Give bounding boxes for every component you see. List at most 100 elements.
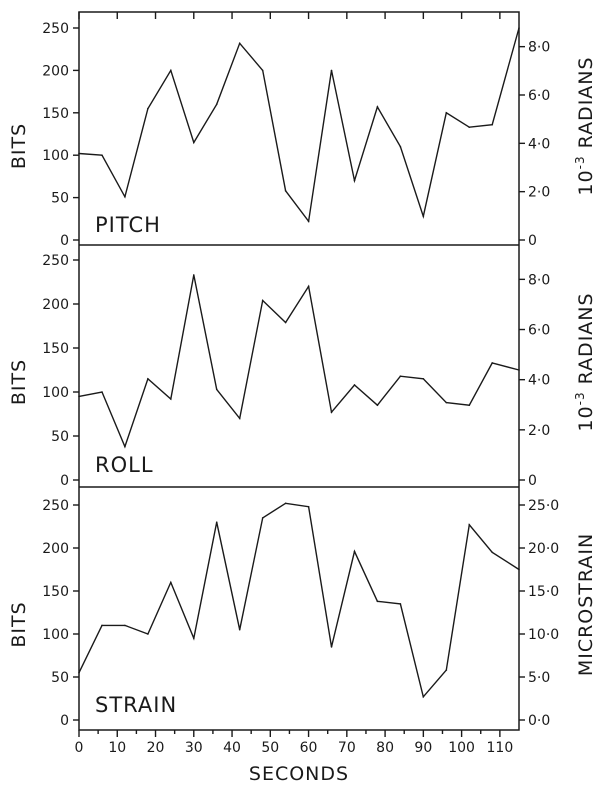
data-point xyxy=(124,445,126,448)
data-point xyxy=(307,220,310,223)
secondary-y-axis-title-unit: RADIANS xyxy=(575,56,597,155)
x-tick-label: 90 xyxy=(414,740,432,756)
x-tick-label: 80 xyxy=(376,740,394,756)
y-tick-label: 150 xyxy=(42,341,69,357)
data-point xyxy=(422,378,425,380)
x-tick-label: 60 xyxy=(300,740,318,756)
data-point xyxy=(445,401,448,404)
secondary-y-axis-title-unit: RADIANS xyxy=(575,292,597,391)
data-point xyxy=(376,600,379,603)
secondary-y-tick-label: 6·0 xyxy=(528,88,550,104)
data-point xyxy=(468,404,471,407)
series-line-strain xyxy=(78,502,520,699)
data-point xyxy=(353,550,356,553)
y-tick-label: 100 xyxy=(42,627,69,643)
y-tick-label: 50 xyxy=(51,429,69,445)
data-point xyxy=(261,69,264,72)
data-point xyxy=(124,195,126,198)
x-axis: 0 10 20 30 40 50 60 70 80 90 100 110 xyxy=(75,730,514,756)
data-point xyxy=(101,624,103,627)
panel-roll: 0 50 100 150 200 250 0 2·0 4·0 6·0 8·0 BITS 10-3 RAD… xyxy=(8,253,597,489)
data-point xyxy=(170,69,172,72)
secondary-y-tick-label: 15·0 xyxy=(528,584,559,600)
data-point xyxy=(330,69,333,72)
data-point xyxy=(78,152,80,155)
secondary-y-tick-label: 0 xyxy=(528,473,537,489)
x-tick-label: 70 xyxy=(338,740,356,756)
x-axis-title: SECONDS xyxy=(249,763,349,785)
data-point xyxy=(518,27,520,29)
secondary-y-tick-label: 20·0 xyxy=(528,541,559,557)
secondary-y-axis-title-base: 10 xyxy=(575,169,597,195)
data-point xyxy=(491,123,494,126)
data-point xyxy=(261,299,264,302)
secondary-y-tick-label: 4·0 xyxy=(528,136,550,152)
y-tick-label: 0 xyxy=(60,473,69,489)
data-point xyxy=(518,568,520,571)
data-point xyxy=(261,517,264,519)
panel-label: STRAIN xyxy=(95,693,177,717)
y-tick-label: 50 xyxy=(51,191,69,207)
y-tick-label: 0 xyxy=(60,713,69,729)
data-point xyxy=(307,505,310,508)
secondary-y-tick-label: 5·0 xyxy=(528,670,550,686)
secondary-y-axis-title-exponent: -3 xyxy=(573,155,587,169)
series-line-roll xyxy=(78,274,520,449)
data-point xyxy=(215,103,218,106)
panel-label: PITCH xyxy=(95,213,161,237)
data-point xyxy=(353,179,356,182)
data-point xyxy=(284,190,287,192)
data-point xyxy=(445,112,448,114)
data-point xyxy=(330,411,333,414)
y-tick-label: 250 xyxy=(42,253,69,269)
data-point xyxy=(399,375,402,377)
x-tick-label: 20 xyxy=(147,740,165,756)
x-tick-label: 10 xyxy=(108,740,126,756)
data-point xyxy=(170,581,172,584)
x-tick-label: 40 xyxy=(223,740,241,756)
y-tick-label: 200 xyxy=(42,297,69,313)
secondary-y-tick-label: 6·0 xyxy=(528,323,550,339)
data-point xyxy=(78,395,80,398)
y-tick-label: 250 xyxy=(42,21,69,37)
data-point xyxy=(376,404,379,407)
data-point xyxy=(330,646,333,648)
data-point xyxy=(192,274,195,276)
secondary-y-tick-label: 2·0 xyxy=(528,185,550,201)
data-point xyxy=(147,633,149,635)
y-axis-title: BITS xyxy=(8,601,30,647)
y-tick-label: 0 xyxy=(60,233,69,249)
data-point xyxy=(147,107,149,110)
secondary-y-tick-label: 10·0 xyxy=(528,627,559,643)
data-point xyxy=(376,106,379,108)
secondary-y-tick-label: 8·0 xyxy=(528,272,550,288)
secondary-y-axis-title: 10-3 RADIANS xyxy=(573,292,597,431)
x-tick-label: 30 xyxy=(185,740,203,756)
data-point xyxy=(284,321,287,324)
data-point xyxy=(238,42,241,45)
x-tick-label: 50 xyxy=(261,740,279,756)
data-point xyxy=(215,521,218,523)
x-tick-label: 110 xyxy=(487,740,514,756)
y-tick-label: 100 xyxy=(42,148,69,164)
x-tick-label: 0 xyxy=(75,740,84,756)
secondary-y-tick-label: 0 xyxy=(528,233,537,249)
x-tick-label: 100 xyxy=(448,740,475,756)
secondary-y-tick-label: 4·0 xyxy=(528,373,550,389)
secondary-y-tick-label: 0·0 xyxy=(528,713,550,729)
plot-frame xyxy=(78,11,520,731)
data-point xyxy=(468,523,471,526)
y-tick-label: 250 xyxy=(42,498,69,514)
secondary-y-tick-label: 2·0 xyxy=(528,423,550,439)
secondary-y-axis-title-base: 10 xyxy=(575,405,597,431)
secondary-y-axis-title-exponent: -3 xyxy=(573,391,587,405)
data-point xyxy=(147,378,149,380)
data-point xyxy=(192,637,195,640)
y-tick-label: 200 xyxy=(42,63,69,79)
data-point xyxy=(422,695,425,698)
data-point xyxy=(192,141,195,144)
data-point xyxy=(238,417,241,420)
panel-strain: 0 50 100 150 200 250 0·0 5·0 10·0 15·0 20·0 25·0 BIT… xyxy=(8,498,597,729)
data-point xyxy=(518,369,520,371)
